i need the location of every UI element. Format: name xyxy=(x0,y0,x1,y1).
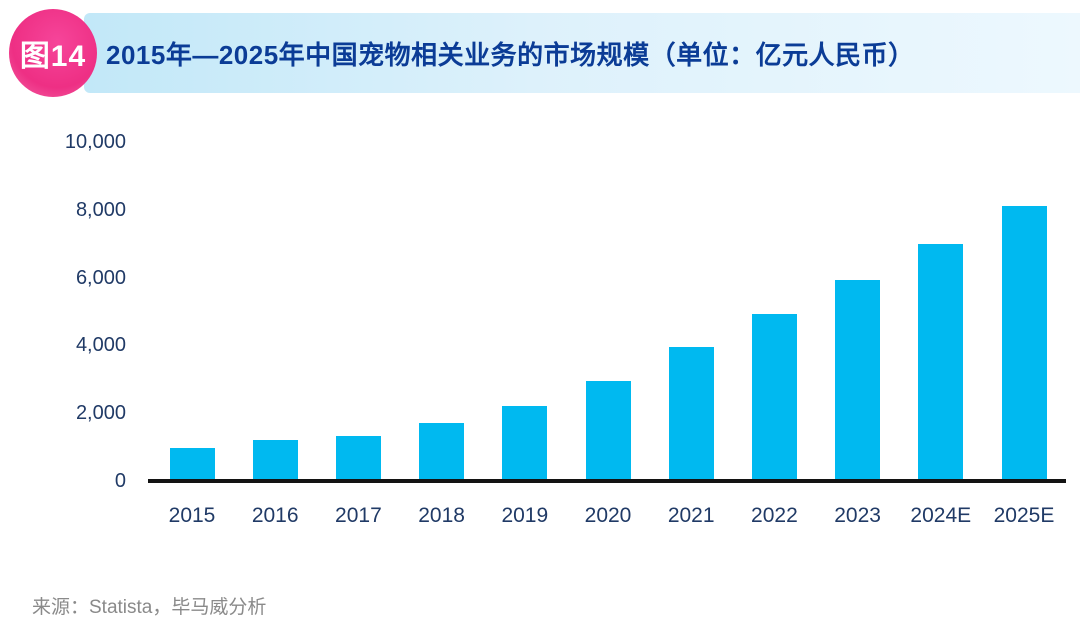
bar-2016 xyxy=(252,440,298,481)
x-tick-label: 2025E xyxy=(993,504,1055,527)
y-tick-label: 6,000 xyxy=(75,266,126,289)
bar-2025E xyxy=(1001,206,1047,481)
x-tick-label: 2022 xyxy=(751,504,798,527)
bar-2018 xyxy=(419,423,465,481)
x-tick-label: 2020 xyxy=(584,504,632,527)
x-tick-label: 2019 xyxy=(501,504,549,527)
bar-2020 xyxy=(585,381,631,481)
x-axis-line xyxy=(148,479,1066,483)
x-tick-label: 2016 xyxy=(251,504,299,527)
title-bar: 2015年—2025年中国宠物相关业务的市场规模（单位：亿元人民币） xyxy=(84,13,1080,93)
chart-title: 2015年—2025年中国宠物相关业务的市场规模（单位：亿元人民币） xyxy=(106,39,915,70)
bar-2017 xyxy=(335,436,381,481)
bar-2022 xyxy=(751,314,797,481)
source-note: 来源：Statista，毕马威分析 xyxy=(32,597,267,618)
x-tick-label: 2015 xyxy=(168,504,216,527)
y-tick-label: 2,000 xyxy=(75,402,126,425)
x-tick-label: 2023 xyxy=(834,504,881,527)
y-tick-label: 8,000 xyxy=(75,198,126,221)
y-tick-label: 10,000 xyxy=(64,131,126,153)
x-tick-label: 2017 xyxy=(335,504,382,527)
figure-number-badge: 图14 xyxy=(9,9,97,97)
y-tick-label: 0 xyxy=(114,470,126,492)
bar-2024E xyxy=(918,244,964,481)
x-tick-label: 2024E xyxy=(910,504,972,527)
bar-2019 xyxy=(502,406,548,481)
bar-2023 xyxy=(835,280,881,481)
bar-2015 xyxy=(169,448,215,481)
bar-2021 xyxy=(668,347,714,481)
figure-number-label: 图14 xyxy=(19,40,87,73)
y-tick-label: 4,000 xyxy=(75,334,126,357)
x-tick-label: 2018 xyxy=(418,504,465,527)
x-tick-label: 2021 xyxy=(667,504,715,527)
